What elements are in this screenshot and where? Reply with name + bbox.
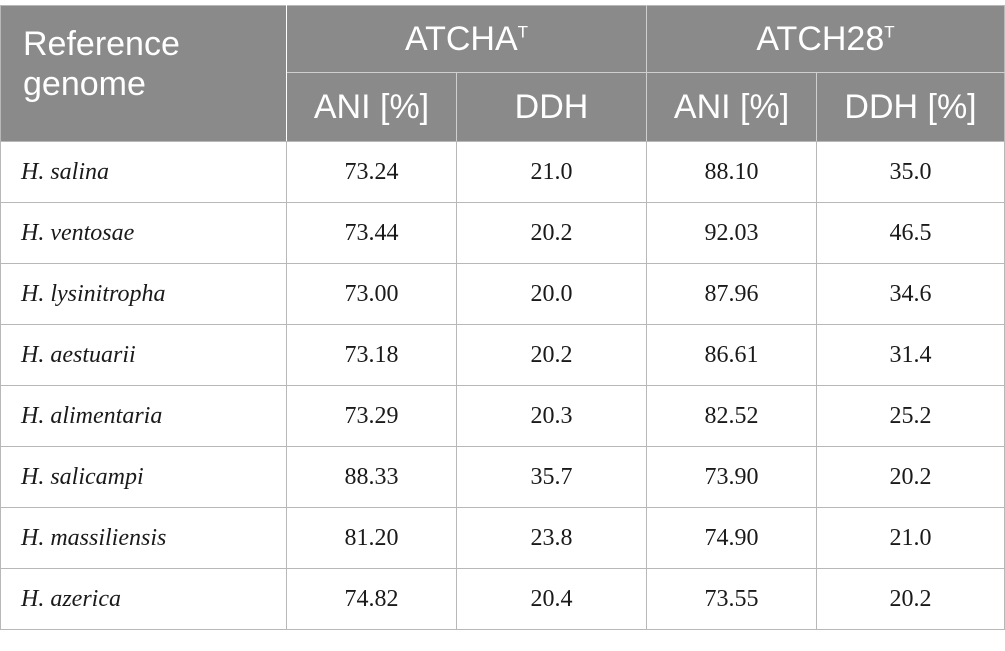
atcha-group-header: ATCHAT [285, 5, 648, 73]
atch28-ddh-cell: 46.5 [816, 202, 1005, 264]
atcha-ddh-cell: 23.8 [455, 507, 648, 569]
species-cell: H. massiliensis [0, 507, 287, 569]
table-row: H. azerica 74.82 20.4 73.55 20.2 [0, 568, 1005, 630]
species-cell: H. aestuarii [0, 324, 287, 386]
species-cell: H. salina [0, 141, 287, 203]
atch28-ddh-cell: 20.2 [816, 568, 1005, 630]
atcha-ddh-cell: 20.2 [455, 324, 648, 386]
atcha-ani-cell: 88.33 [286, 446, 457, 508]
table-row: H. massiliensis 81.20 23.8 74.90 21.0 [0, 507, 1005, 569]
table-row: H. alimentaria 73.29 20.3 82.52 25.2 [0, 385, 1005, 447]
species-cell: H. lysinitropha [0, 263, 287, 325]
atch28-ani-cell: 87.96 [646, 263, 818, 325]
atch28-ddh-cell: 34.6 [816, 263, 1005, 325]
atch28-ani-cell: 82.52 [646, 385, 818, 447]
atch28-ddh-cell: 25.2 [816, 385, 1005, 447]
atcha-ani-cell: 74.82 [286, 568, 457, 630]
table-header: Reference genome ATCHAT ATCH28T ANI [%] D… [0, 5, 1005, 142]
atch28-ddh-header: DDH [%] [816, 72, 1005, 142]
atch28-ani-cell: 73.55 [646, 568, 818, 630]
reference-genome-header: Reference genome [0, 5, 287, 142]
ani-ddh-table: Reference genome ATCHAT ATCH28T ANI [%] D… [0, 5, 1005, 630]
table-row: H. salicampi 88.33 35.7 73.90 20.2 [0, 446, 1005, 508]
atch28-label: ATCH28 [756, 19, 885, 58]
atcha-ddh-cell: 35.7 [455, 446, 648, 508]
atch28-ddh-cell: 35.0 [816, 141, 1005, 203]
atch28-ddh-cell: 21.0 [816, 507, 1005, 569]
atcha-type-strain-sup: T [517, 22, 529, 42]
atch28-group-header: ATCH28T [646, 5, 1005, 73]
atch28-ani-header: ANI [%] [646, 72, 818, 142]
species-cell: H. alimentaria [0, 385, 287, 447]
atcha-label: ATCHA [404, 19, 518, 58]
atcha-ddh-cell: 21.0 [455, 141, 648, 203]
atcha-ani-cell: 73.44 [286, 202, 457, 264]
atch28-ani-cell: 73.90 [646, 446, 818, 508]
atcha-ani-cell: 73.00 [286, 263, 457, 325]
atch28-ani-cell: 74.90 [646, 507, 818, 569]
species-cell: H. ventosae [0, 202, 287, 264]
atcha-ani-header: ANI [%] [286, 72, 457, 142]
atcha-ani-cell: 73.29 [286, 385, 457, 447]
species-cell: H. azerica [0, 568, 287, 630]
table-row: H. lysinitropha 73.00 20.0 87.96 34.6 [0, 263, 1005, 325]
table-body: H. salina 73.24 21.0 88.10 35.0 H. vento… [0, 141, 1005, 630]
atcha-ani-cell: 73.18 [286, 324, 457, 386]
atcha-ddh-cell: 20.0 [455, 263, 648, 325]
atcha-ddh-cell: 20.3 [455, 385, 648, 447]
atch28-ani-cell: 86.61 [646, 324, 818, 386]
header-group-row: Reference genome ATCHAT ATCH28T [0, 5, 1005, 142]
table-row: H. salina 73.24 21.0 88.10 35.0 [0, 141, 1005, 203]
atcha-ani-cell: 73.24 [286, 141, 457, 203]
reference-header-line1: Reference [23, 25, 180, 63]
header-metric-row: ANI [%] DDH ANI [%] DDH [%] [1, 72, 1005, 142]
table-row: H. aestuarii 73.18 20.2 86.61 31.4 [0, 324, 1005, 386]
table-row: H. ventosae 73.44 20.2 92.03 46.5 [0, 202, 1005, 264]
atch28-type-strain-sup: T [884, 22, 895, 42]
atch28-ddh-cell: 20.2 [816, 446, 1005, 508]
atch28-ddh-cell: 31.4 [816, 324, 1005, 386]
atch28-ani-cell: 92.03 [646, 202, 818, 264]
atch28-ani-cell: 88.10 [646, 141, 818, 203]
atcha-ddh-cell: 20.4 [455, 568, 648, 630]
reference-header-line2: genome [23, 65, 146, 103]
atcha-ddh-cell: 20.2 [455, 202, 648, 264]
atcha-ddh-header: DDH [455, 72, 648, 142]
atcha-ani-cell: 81.20 [286, 507, 457, 569]
species-cell: H. salicampi [0, 446, 287, 508]
